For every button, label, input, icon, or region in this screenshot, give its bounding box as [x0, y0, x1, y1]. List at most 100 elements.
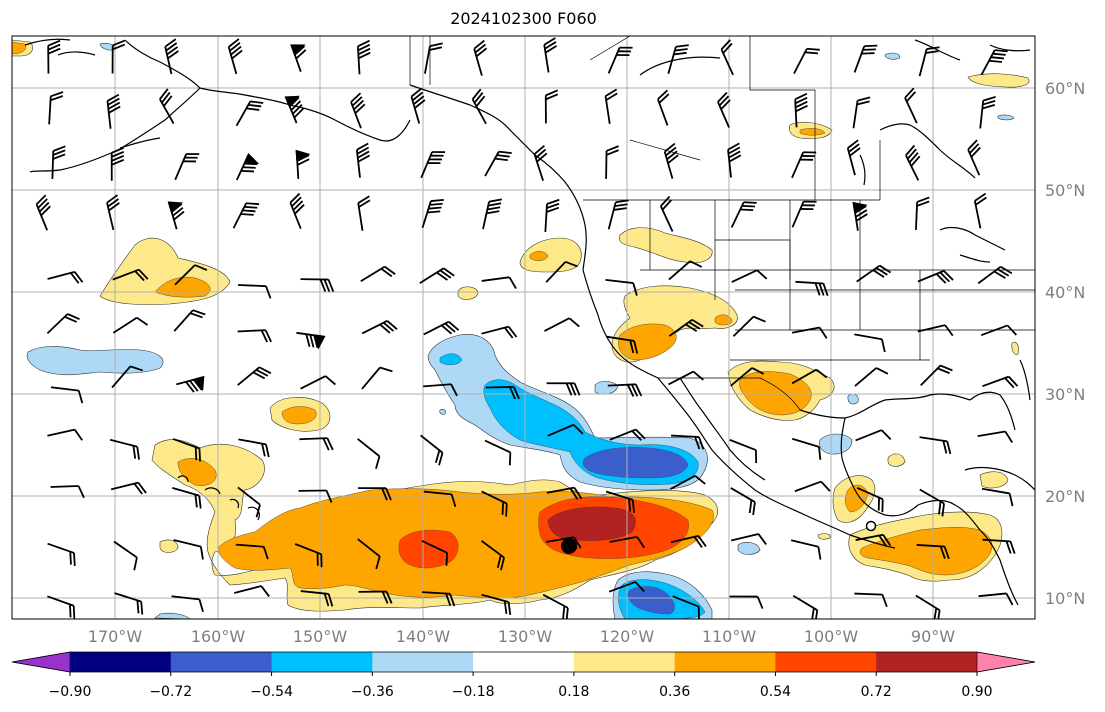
wind-barb: [663, 142, 679, 179]
colorbar-tick-label: −0.54: [250, 684, 293, 700]
wind-barb: [296, 331, 326, 350]
wind-barb: [111, 365, 143, 389]
wind-barb: [846, 139, 861, 176]
wind-barb: [856, 486, 884, 513]
wind-barb: [605, 278, 638, 296]
wind-barb: [173, 539, 204, 560]
wind-barb: [794, 92, 808, 128]
wind-barb: [731, 533, 767, 545]
wind-barb: [484, 150, 512, 177]
graticule: [12, 36, 1035, 619]
wind-barb: [423, 383, 458, 397]
wind-barb: [172, 487, 202, 509]
lon-label-100w: 100°W: [804, 627, 859, 646]
wind-barb: [420, 434, 444, 466]
wind-barb: [855, 429, 892, 442]
wind-barb: [607, 383, 643, 397]
wind-barb: [360, 265, 396, 282]
wind-barb: [235, 543, 269, 560]
wind-barb: [481, 540, 505, 571]
wind-barb: [106, 194, 120, 231]
latitude-labels: 10°N 20°N 30°N 40°N 50°N 60°N: [1045, 79, 1085, 608]
wind-barb: [112, 316, 149, 334]
wind-barb: [791, 437, 822, 460]
wind-barb: [792, 594, 819, 619]
wind-barb: [164, 38, 179, 75]
lon-label-130w: 130°W: [498, 627, 553, 646]
wind-barb: [50, 386, 84, 404]
wind-barb: [481, 325, 518, 339]
wind-barb: [171, 595, 204, 613]
wind-barb: [47, 595, 76, 619]
lat-label-20n: 20°N: [1045, 487, 1085, 506]
wind-barb: [227, 38, 243, 75]
wind-barb: [606, 335, 639, 354]
colorbar-bin: [170, 652, 273, 672]
lat-label-10n: 10°N: [1045, 589, 1085, 608]
wind-barb: [357, 195, 371, 231]
wind-barb: [481, 276, 517, 289]
colorbar-bin: [775, 652, 877, 672]
colorbar-bin: [573, 652, 676, 672]
colorbar-tick-label: −0.72: [149, 684, 192, 700]
colorbar-bin: [674, 652, 776, 672]
wind-barb: [174, 153, 200, 181]
wind-barb: [605, 145, 619, 179]
wind-barb: [855, 533, 892, 547]
wind-barb: [607, 46, 633, 74]
lon-label-150w: 150°W: [293, 627, 348, 646]
wind-barb: [791, 368, 828, 385]
wind-barb: [423, 490, 457, 508]
colorbar: −0.90 −0.72 −0.54 −0.36 −0.18 0.18 0.36 0.54 0.7…: [11, 651, 1036, 700]
colorbar-bin: [70, 652, 172, 672]
wind-barb: [856, 264, 892, 283]
wind-barb: [977, 430, 1013, 443]
wind-barb: [232, 202, 260, 229]
colorbar-tick-label: 0.54: [760, 684, 791, 700]
colorbar-bin: [876, 652, 978, 672]
wind-barb: [419, 267, 455, 284]
typhoon-center-marker: [561, 538, 577, 554]
wind-barb: [854, 592, 888, 608]
wind-barb: [729, 595, 764, 609]
wind-barb: [298, 489, 333, 503]
wind-barb: [545, 260, 578, 283]
wind-barb: [473, 39, 488, 76]
lon-label-90w: 90°W: [911, 627, 955, 646]
wind-barb: [485, 386, 520, 400]
wind-barb: [979, 96, 996, 129]
colorbar-tick-label: 0.18: [558, 684, 589, 700]
wind-barb: [358, 487, 392, 501]
wind-barb: [421, 198, 444, 229]
wind-barb: [917, 270, 954, 284]
map-frame: [11, 35, 1036, 620]
wind-barb: [300, 278, 335, 292]
wind-barb: [289, 192, 305, 229]
wind-barb: [980, 49, 1008, 76]
wind-barb: [546, 382, 581, 396]
wind-barb: [235, 153, 260, 181]
wind-barb: [47, 542, 76, 566]
wind-barb: [174, 264, 208, 286]
wind-barb: [159, 88, 175, 124]
wind-barb: [176, 375, 205, 393]
wind-barb: [355, 142, 370, 178]
wind-barb: [237, 329, 272, 343]
wind-barb: [423, 320, 460, 336]
wind-barb: [727, 142, 742, 178]
wind-barb: [47, 428, 83, 441]
wind-barb: [853, 44, 878, 73]
wind-barb: [111, 39, 126, 74]
wind-barb: [106, 93, 121, 129]
wind-barb: [110, 481, 147, 495]
wind-barb: [920, 364, 953, 387]
wind-barb: [290, 44, 307, 73]
lat-label-60n: 60°N: [1045, 79, 1085, 98]
wind-barb: [544, 89, 559, 124]
wind-barb: [982, 375, 1019, 389]
wind-barb: [657, 89, 670, 126]
wind-barb: [481, 490, 508, 517]
wind-barb: [854, 367, 889, 387]
wind-barb: [35, 194, 51, 231]
